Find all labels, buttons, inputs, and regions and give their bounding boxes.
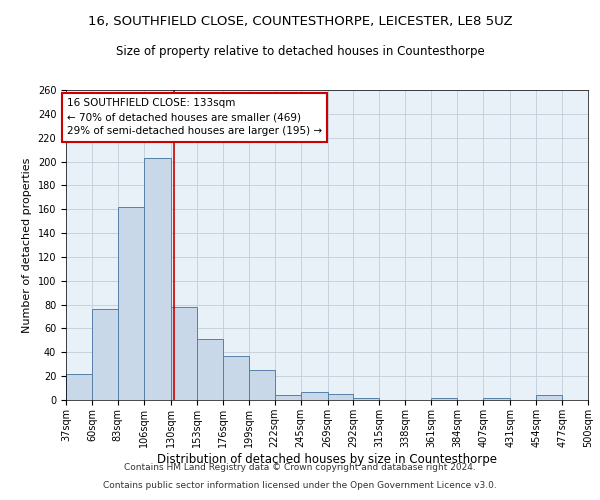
Bar (301, 392, 328, 400)
Bar (483, 398, 510, 400)
Text: 16 SOUTHFIELD CLOSE: 133sqm
← 70% of detached houses are smaller (469)
29% of se: 16 SOUTHFIELD CLOSE: 133sqm ← 70% of det… (67, 98, 322, 136)
Bar (328, 394, 353, 400)
Text: Contains public sector information licensed under the Open Government Licence v3: Contains public sector information licen… (103, 481, 497, 490)
Text: 16, SOUTHFIELD CLOSE, COUNTESTHORPE, LEICESTER, LE8 5UZ: 16, SOUTHFIELD CLOSE, COUNTESTHORPE, LEI… (88, 15, 512, 28)
Bar (92, 310, 118, 400)
X-axis label: Distribution of detached houses by size in Countesthorpe: Distribution of detached houses by size … (157, 452, 497, 466)
Bar (223, 356, 248, 400)
Bar (536, 395, 562, 400)
Bar (431, 398, 457, 400)
Text: Size of property relative to detached houses in Countesthorpe: Size of property relative to detached ho… (116, 45, 484, 58)
Bar (144, 158, 171, 400)
Y-axis label: Number of detached properties: Number of detached properties (22, 158, 32, 332)
Bar (248, 370, 275, 400)
Bar (171, 307, 197, 400)
Text: Contains HM Land Registry data © Crown copyright and database right 2024.: Contains HM Land Registry data © Crown c… (124, 464, 476, 472)
Bar (197, 339, 223, 400)
Bar (353, 398, 379, 400)
Bar (275, 395, 301, 400)
Bar (118, 207, 144, 400)
Bar (66, 374, 92, 400)
